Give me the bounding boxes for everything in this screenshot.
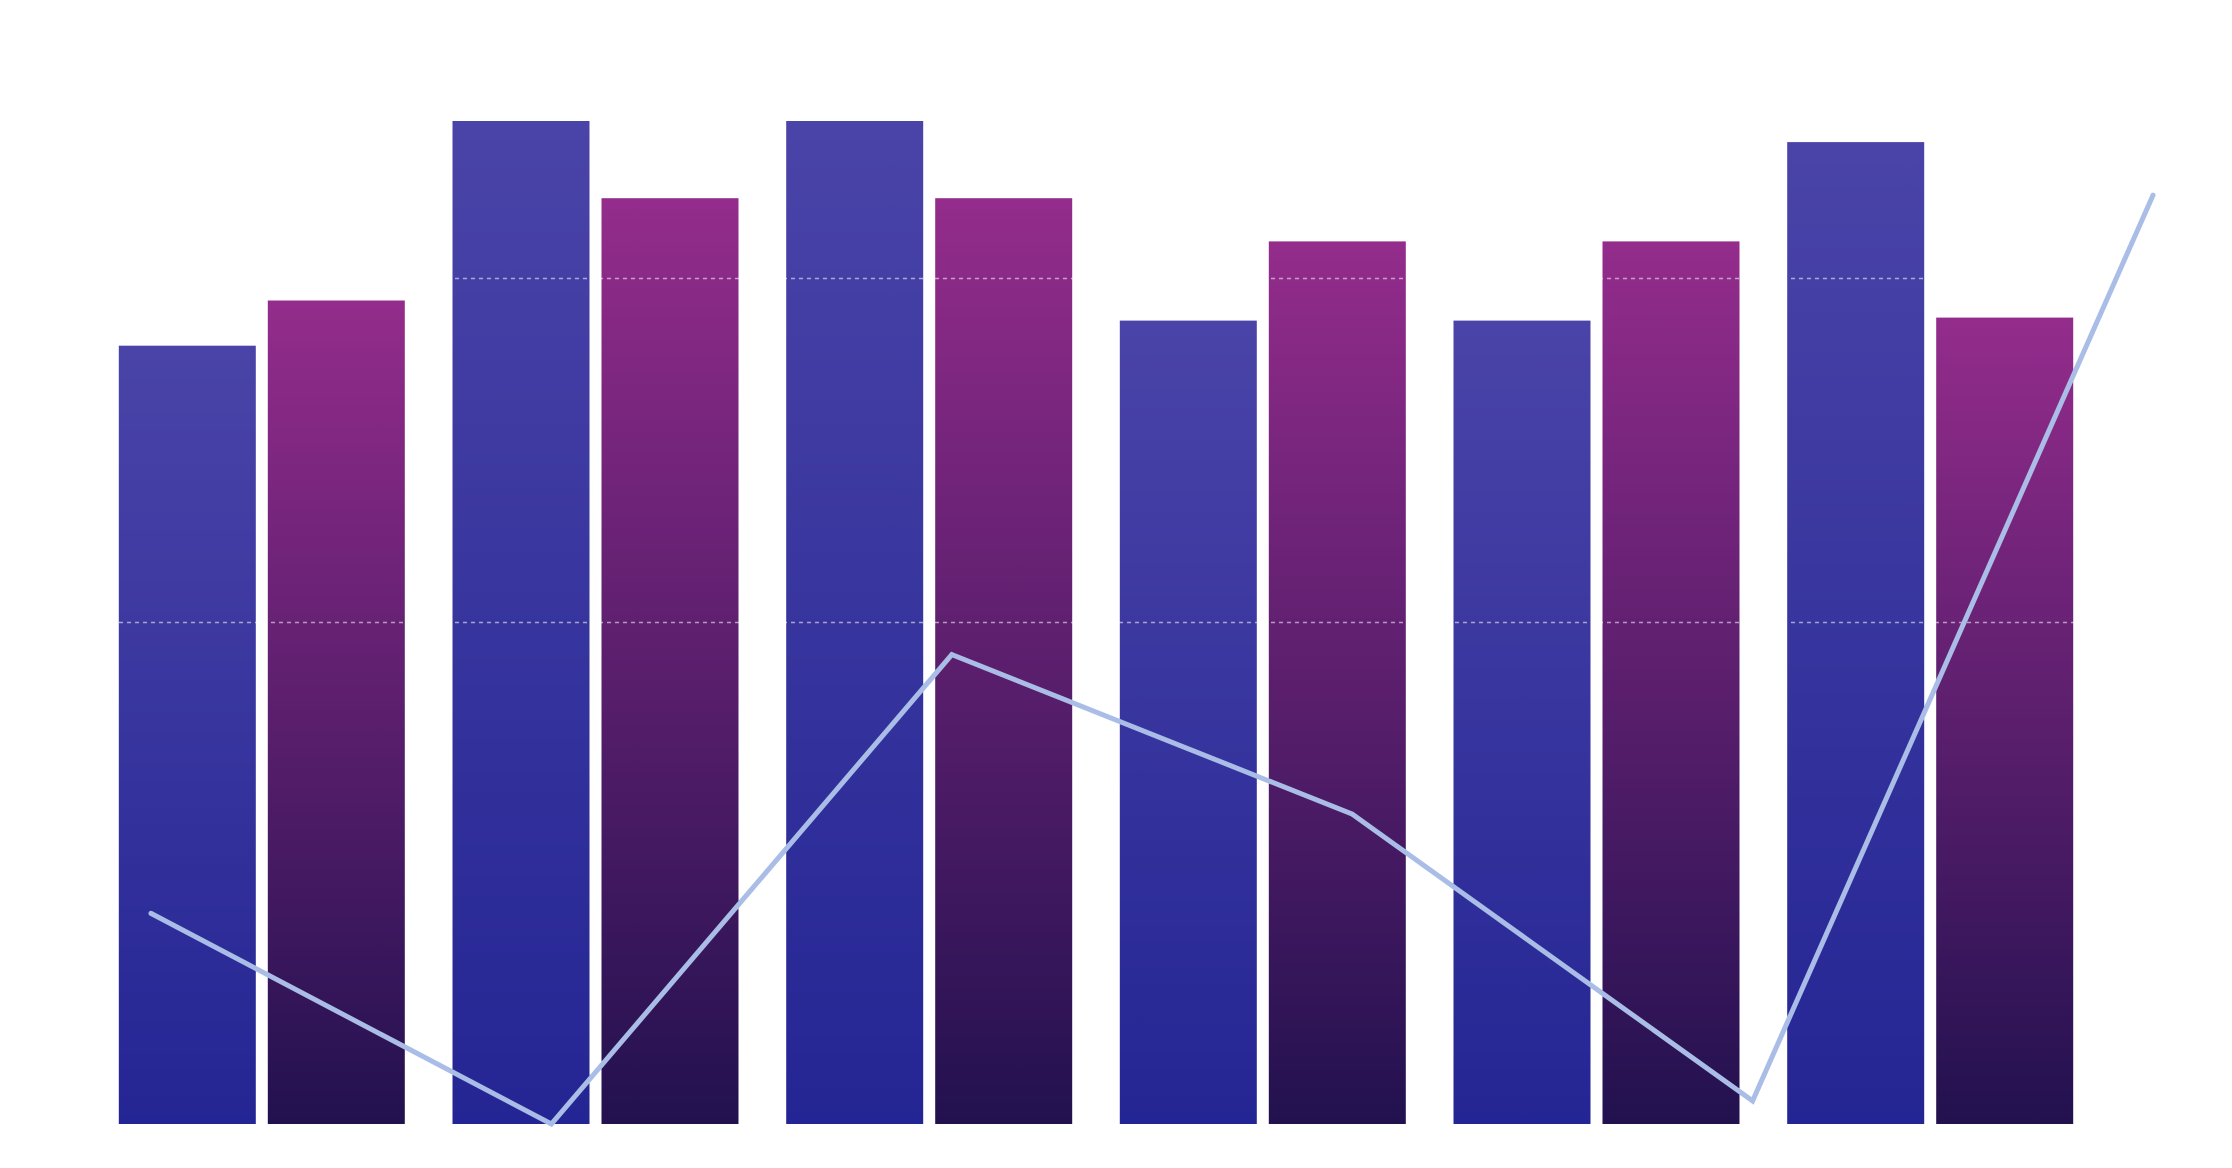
- bar-series-1-1: [118, 345, 256, 1124]
- bar-series-2-5: [1602, 241, 1740, 1124]
- line-series-1: [148, 192, 2156, 1128]
- bar-series-1-3: [786, 121, 924, 1124]
- line-point-1: [148, 910, 154, 916]
- bar-series-1-4: [1119, 320, 1257, 1125]
- bar-series-1-5: [1453, 320, 1591, 1125]
- line-point-4: [1349, 811, 1355, 817]
- grid-layer: [119, 277, 2121, 624]
- line-point-6: [2150, 192, 2156, 198]
- bar-series-2-4: [1268, 241, 1406, 1124]
- bar-series-1-6: [1787, 142, 1925, 1125]
- line-point-2: [548, 1121, 554, 1127]
- bars-layer: [118, 121, 2074, 1125]
- line-layer: [148, 192, 2156, 1128]
- bar-series-2-6: [1936, 317, 2074, 1125]
- line-point-3: [949, 652, 955, 658]
- bar-series-2-2: [601, 198, 739, 1124]
- bar-series-2-3: [935, 198, 1073, 1124]
- line-point-5: [1750, 1098, 1756, 1104]
- bar-series-2-1: [267, 300, 405, 1124]
